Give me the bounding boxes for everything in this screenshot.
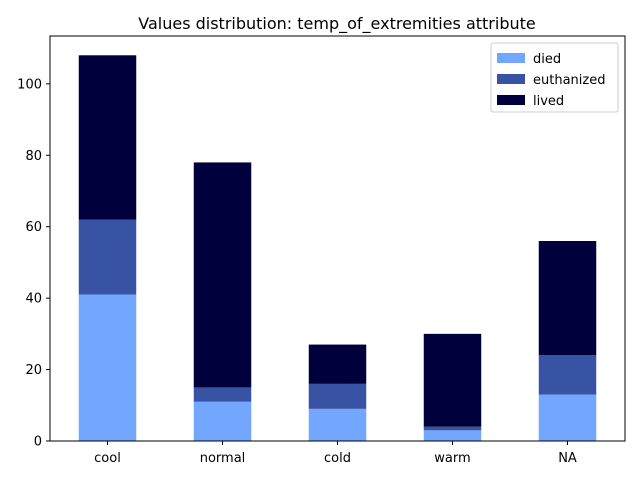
bar-died-normal — [193, 401, 252, 441]
legend-swatch-lived — [497, 95, 525, 105]
y-tick-label: 40 — [25, 292, 42, 307]
x-tick-label: normal — [200, 451, 246, 466]
bar-died-NA — [538, 394, 597, 441]
bar-euthanized-NA — [538, 355, 597, 395]
bar-lived-cool — [78, 55, 137, 220]
legend-label-died: died — [533, 52, 561, 67]
bar-lived-normal — [193, 162, 252, 388]
bar-died-cool — [78, 294, 137, 441]
legend-label-euthanized: euthanized — [533, 73, 605, 88]
x-tick-label: warm — [434, 451, 470, 466]
bar-died-cold — [308, 408, 367, 441]
bar-lived-warm — [423, 333, 482, 427]
bar-lived-cold — [308, 344, 367, 384]
legend: died euthanized lived — [490, 42, 619, 113]
y-tick-label: 0 — [34, 435, 42, 450]
legend-swatch-died — [497, 53, 525, 63]
bar-euthanized-normal — [193, 387, 252, 402]
y-tick-label: 60 — [25, 220, 42, 235]
legend-swatch-euthanized — [497, 74, 525, 84]
bar-euthanized-cold — [308, 383, 367, 409]
x-tick-label: cool — [94, 451, 121, 466]
legend-label-lived: lived — [533, 94, 564, 109]
bar-euthanized-warm — [423, 426, 482, 431]
y-tick-label: 20 — [25, 363, 42, 378]
y-tick-label: 80 — [25, 149, 42, 164]
x-tick-label: cold — [324, 451, 351, 466]
y-axis: 0 20 40 60 80 100 — [17, 77, 50, 450]
bar-lived-NA — [538, 241, 597, 356]
bar-died-warm — [423, 430, 482, 441]
y-tick-label: 100 — [17, 77, 42, 92]
bar-euthanized-cool — [78, 219, 137, 295]
x-axis: cool normal cold warm NA — [94, 441, 577, 466]
bars-group — [78, 55, 597, 441]
x-tick-label: NA — [558, 451, 577, 466]
chart-title: Values distribution: temp_of_extremities… — [138, 14, 535, 34]
